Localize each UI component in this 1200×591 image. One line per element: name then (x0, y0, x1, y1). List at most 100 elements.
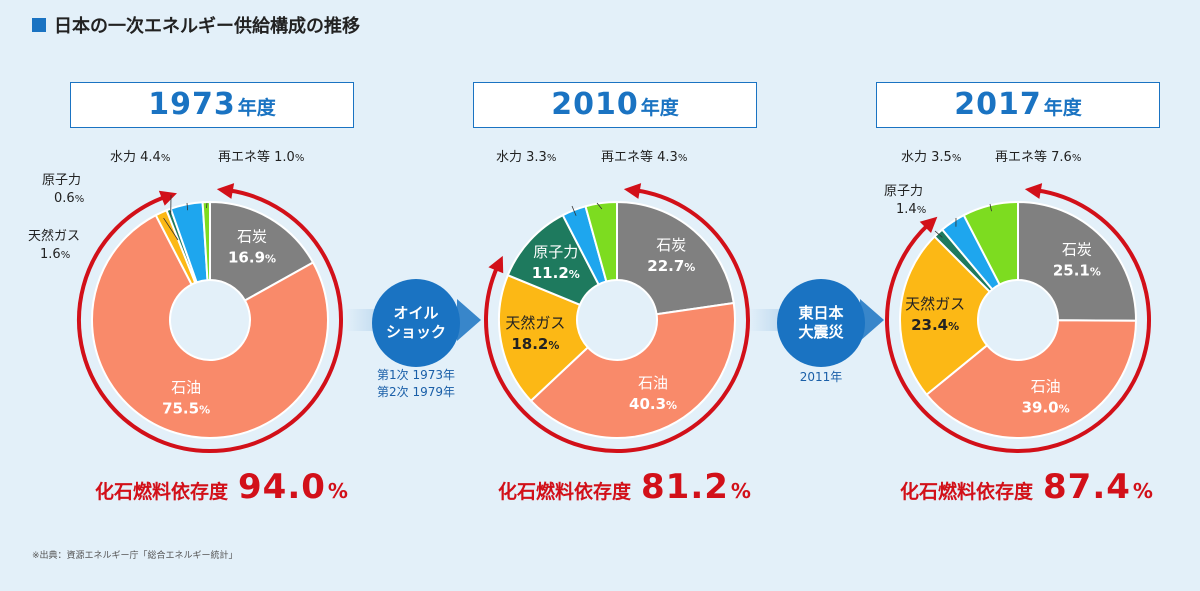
pie-slice-renew (584, 200, 618, 283)
year-label: 1973 (148, 87, 236, 122)
pie-slice-oil (925, 319, 1138, 439)
source-note: ※出典：資源エネルギー庁「総合エネルギー統計」 (32, 551, 238, 561)
slice-unit: % (666, 399, 677, 412)
slice-label: 水力 4.4% (110, 150, 170, 165)
pie-slice-gas (899, 235, 992, 397)
transition-arrowhead (860, 299, 884, 341)
slice-unit: % (917, 205, 927, 216)
pie-slice-oil (529, 301, 736, 439)
slice-unit: % (161, 153, 171, 164)
fossil-value: 94.0 (238, 467, 326, 507)
slice-unit: % (199, 403, 210, 416)
slice-unit: % (1090, 265, 1101, 278)
year-unit: 年度 (1043, 97, 1082, 119)
fossil-unit: % (327, 479, 348, 503)
slice-unit: % (1059, 402, 1070, 415)
slice-value-label: 1.6% (40, 247, 70, 262)
chart-title-text: 日本の一次エネルギー供給構成の推移 (54, 16, 360, 37)
fossil-label: 化石燃料依存度 (900, 481, 1034, 503)
year-label: 2010 (551, 87, 639, 122)
earthquake-label: 東日本 大震災 (798, 304, 844, 341)
fossil-value: 81.2 (641, 467, 729, 507)
slice-name-label: 天然ガス (905, 295, 965, 313)
slice-name-label: 原子力 (42, 173, 81, 188)
fossil-arc-arrowhead (488, 255, 504, 274)
slice-label: 水力 3.5% (901, 150, 961, 165)
earthquake-badge: 東日本 大震災 (777, 279, 865, 367)
slice-name-label: 石油 (171, 378, 201, 396)
slice-value-label: 75.5% (162, 399, 210, 417)
slice-value-label: 11.2% (532, 264, 580, 282)
slice-label: 再エネ等 1.0% (218, 149, 304, 165)
slice-value-label: 16.9% (228, 248, 276, 266)
leader-line (934, 230, 943, 238)
chart-title: 日本の一次エネルギー供給構成の推移 (32, 12, 360, 38)
slice-unit: % (61, 250, 71, 261)
slice-name-label: 石炭 (656, 236, 686, 254)
slice-name-label: 天然ガス (28, 228, 80, 244)
slice-unit: % (678, 153, 688, 164)
fossil-label: 化石燃料依存度 (95, 481, 229, 503)
year-unit: 年度 (640, 97, 679, 119)
leader-line (989, 203, 992, 212)
earthquake-note: 2011年 (799, 370, 843, 384)
slice-unit: % (75, 194, 85, 205)
slice-value-label: 25.1% (1053, 261, 1101, 279)
leader-line (571, 205, 577, 216)
oil-shock-label: オイル ショック (385, 304, 446, 341)
slice-unit: % (1072, 153, 1082, 164)
slice-label: 再エネ等 4.3% (601, 149, 687, 165)
year-label: 2017 (954, 87, 1042, 122)
slice-unit: % (548, 339, 559, 352)
leader-line (596, 202, 603, 210)
leader-line (163, 217, 179, 241)
slice-unit: % (569, 268, 580, 281)
fossil-arc (484, 188, 750, 453)
pie-slice-oil (91, 213, 329, 439)
slice-name-label: 原子力 (884, 184, 923, 199)
fossil-arc-arrowhead (158, 190, 177, 206)
slice-value-label: 0.6% (54, 191, 84, 206)
transition-arrowhead (457, 299, 481, 341)
pie-slice-coal (1017, 200, 1138, 322)
fossil-arc (77, 188, 343, 453)
fossil-arc-arrowhead (1024, 183, 1043, 199)
fossil-unit: % (1132, 479, 1153, 503)
title-square-icon (32, 18, 46, 32)
slice-unit: % (684, 261, 695, 274)
pie-slice-coal (616, 200, 735, 316)
fossil-arc (885, 188, 1151, 453)
leader-line (206, 202, 208, 209)
fossil-label: 化石燃料依存度 (498, 481, 632, 503)
slice-value-label: 39.0% (1022, 398, 1070, 416)
oil-shock-badge: オイル ショック (372, 279, 460, 367)
slice-name-label: 原子力 (533, 243, 578, 261)
fossil-arc-arrowhead (623, 183, 642, 199)
fossil-dependency-2010: 化石燃料依存度 81.2 % (498, 467, 751, 507)
slice-label: 水力 3.3% (496, 150, 556, 165)
slice-name-label: 天然ガス (505, 314, 565, 332)
slice-value-label: 22.7% (647, 257, 695, 275)
fossil-dependency-2017: 化石燃料依存度 87.4 % (900, 467, 1153, 507)
oil-shock-note: 第1次 1973年 第2次 1979年 (377, 368, 455, 399)
pie-slice-gas (498, 273, 590, 403)
slice-name-label: 石炭 (237, 227, 267, 245)
fossil-arc-arrowhead (919, 216, 938, 234)
fossil-value: 87.4 (1043, 467, 1131, 507)
slice-unit: % (547, 153, 557, 164)
slice-value-label: 1.4% (896, 202, 926, 217)
slice-unit: % (295, 153, 305, 164)
slice-name-label: 石炭 (1062, 240, 1092, 258)
slice-value-label: 18.2% (511, 335, 559, 353)
fossil-unit: % (730, 479, 751, 503)
pie-slice-renew (201, 200, 211, 282)
slice-unit: % (265, 252, 276, 265)
year-box-2017: 2017 年度 (876, 82, 1160, 128)
year-unit: 年度 (237, 97, 276, 119)
slice-value-label: 40.3% (629, 395, 677, 413)
slice-name-label: 石油 (1031, 377, 1061, 395)
fossil-arc-arrowhead (216, 183, 235, 199)
fossil-dependency-1973: 化石燃料依存度 94.0 % (95, 467, 348, 507)
slice-value-label: 23.4% (911, 316, 959, 334)
